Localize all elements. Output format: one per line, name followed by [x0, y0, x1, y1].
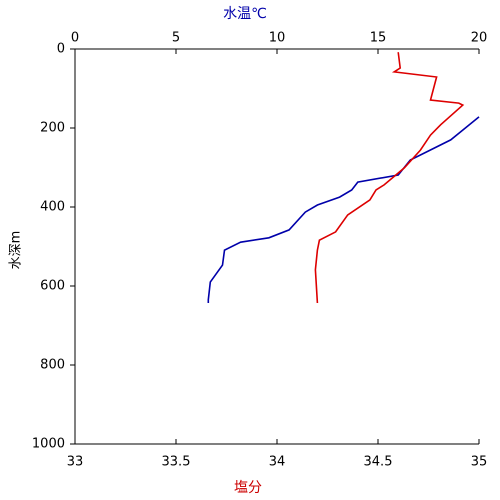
y-tick-label: 800	[40, 358, 65, 373]
profile-line	[314, 52, 465, 304]
x-bottom-tick-label: 35	[471, 455, 488, 470]
profile-line	[207, 116, 480, 303]
x-bottom-title: 塩分	[234, 480, 262, 496]
x-top-tick-label: 0	[71, 31, 79, 46]
x-top-tick-label: 5	[172, 31, 180, 46]
y-tick-label: 200	[40, 121, 65, 136]
y-title: 水深m	[9, 231, 24, 270]
x-bottom-tick-label: 34.5	[364, 455, 393, 470]
x-top-tick-label: 20	[471, 31, 488, 46]
x-bottom-tick-label: 33.5	[162, 455, 191, 470]
y-tick-label: 400	[40, 200, 65, 215]
x-top-tick-label: 10	[269, 31, 286, 46]
x-top-title: 水温℃	[223, 6, 267, 22]
y-tick-label: 1000	[32, 437, 65, 452]
x-bottom-tick-label: 34	[269, 455, 286, 470]
y-tick-label: 600	[40, 279, 65, 294]
y-tick-label: 0	[57, 42, 65, 57]
x-top-tick-label: 15	[370, 31, 387, 46]
x-bottom-tick-label: 33	[67, 455, 84, 470]
